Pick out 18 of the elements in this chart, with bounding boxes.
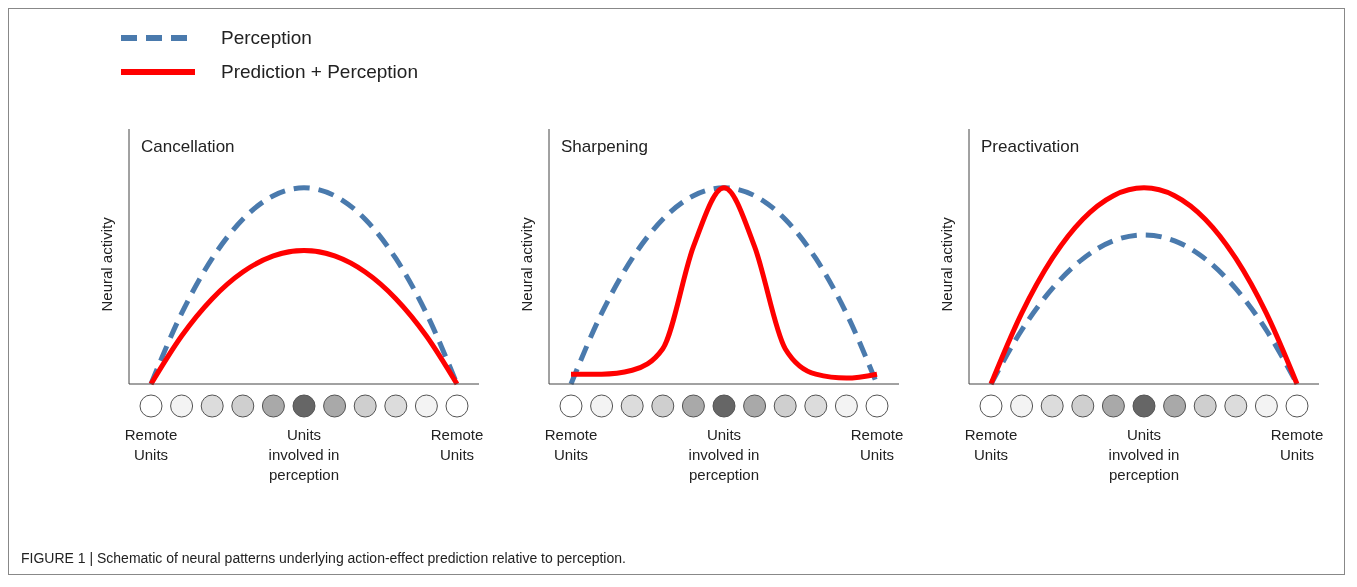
x-tick-label: Remote Units xyxy=(850,426,904,463)
x-tick-label: Remote Units xyxy=(964,426,1018,463)
chart-title: Sharpening xyxy=(561,137,648,157)
x-tick-label: Units involved in perception xyxy=(268,426,340,483)
legend-label: Perception xyxy=(221,27,312,49)
x-tick-label: Remote Units xyxy=(544,426,598,463)
y-axis-title: Neural activity xyxy=(518,216,536,312)
chart-title: Preactivation xyxy=(981,137,1080,157)
x-tick-label: Remote Units xyxy=(124,426,178,463)
chart-title: Cancellation xyxy=(141,137,235,157)
x-tick-label: Units involved in perception xyxy=(688,426,760,483)
x-tick-label: Remote Units xyxy=(1270,426,1324,463)
x-tick-label: Units involved in perception xyxy=(1108,426,1180,483)
legend-label: Prediction + Perception xyxy=(221,61,418,83)
caption: FIGURE 1 | Schematic of neural patterns underlying action-effect prediction relative to perception. xyxy=(21,550,626,566)
y-axis-title: Neural activity xyxy=(98,216,116,312)
x-tick-label: Remote Units xyxy=(430,426,484,463)
y-axis-title: Neural activity xyxy=(938,216,956,312)
